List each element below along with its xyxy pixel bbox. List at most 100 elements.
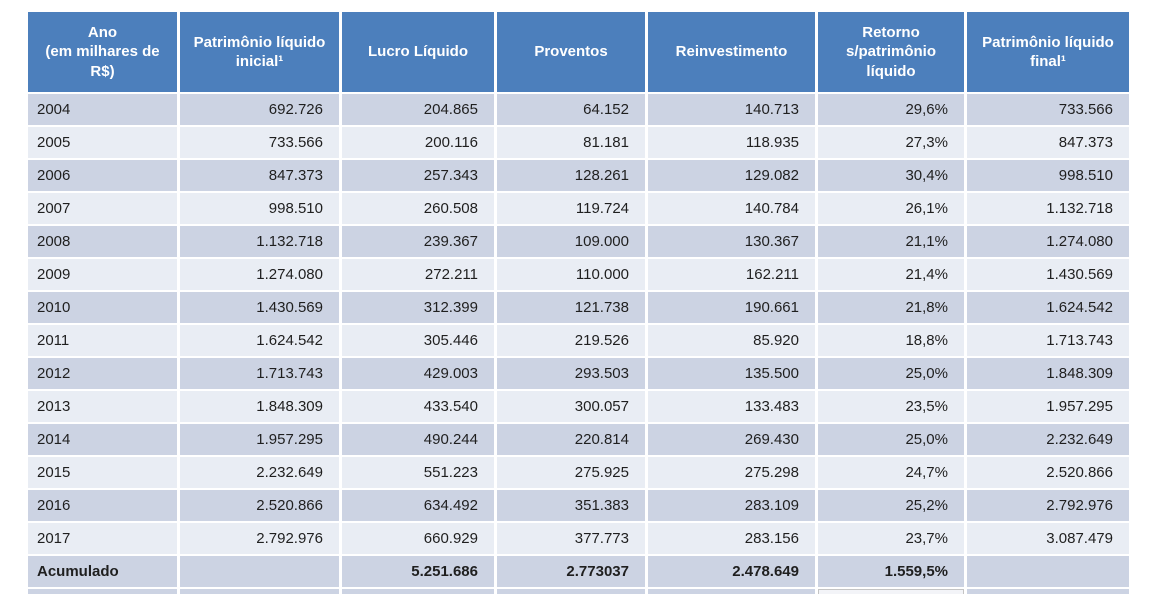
value-cell: 351.383 (497, 490, 645, 521)
row-label-cell: 2004 (28, 94, 177, 125)
cutoff-row (28, 589, 1129, 594)
table-row: 2008 1.132.718 239.367 109.000 130.367 21,1% 1… (28, 226, 1129, 257)
value-cell: 551.223 (342, 457, 494, 488)
value-cell: 21,1% (818, 226, 964, 257)
table-foot (28, 589, 1129, 594)
value-cell: 25,0% (818, 424, 964, 455)
value-cell: 377.773 (497, 523, 645, 554)
value-cell: 998.510 (967, 160, 1129, 191)
cutoff-cell (967, 589, 1129, 594)
value-cell: 1.624.542 (180, 325, 339, 356)
value-cell: 25,0% (818, 358, 964, 389)
row-label-cell: Acumulado (28, 556, 177, 587)
column-header-patrimonio-final: Patrimônio líquido final¹ (967, 12, 1129, 92)
value-cell (180, 556, 339, 587)
value-cell: 998.510 (180, 193, 339, 224)
value-cell: 293.503 (497, 358, 645, 389)
value-cell: 660.929 (342, 523, 494, 554)
value-cell: 219.526 (497, 325, 645, 356)
value-cell: 2.792.976 (180, 523, 339, 554)
cutoff-cell (497, 589, 645, 594)
value-cell: 2.520.866 (967, 457, 1129, 488)
table-row: 2007 998.510 260.508 119.724 140.784 26,1% 1.1… (28, 193, 1129, 224)
value-cell: 275.925 (497, 457, 645, 488)
value-cell: 272.211 (342, 259, 494, 290)
value-cell: 433.540 (342, 391, 494, 422)
value-cell: 220.814 (497, 424, 645, 455)
value-cell: 81.181 (497, 127, 645, 158)
value-cell: 1.274.080 (180, 259, 339, 290)
value-cell: 1.132.718 (967, 193, 1129, 224)
value-cell: 30,4% (818, 160, 964, 191)
row-label-cell: 2016 (28, 490, 177, 521)
value-cell: 1.713.743 (180, 358, 339, 389)
row-label-cell: 2012 (28, 358, 177, 389)
row-label-cell: 2007 (28, 193, 177, 224)
table-row: 2017 2.792.976 660.929 377.773 283.156 23,7% 3… (28, 523, 1129, 554)
value-cell: 1.713.743 (967, 325, 1129, 356)
value-cell: 24,7% (818, 457, 964, 488)
value-cell: 1.430.569 (180, 292, 339, 323)
value-cell: 130.367 (648, 226, 815, 257)
financial-table: Ano (em milhares de R$) Patrimônio líqui… (25, 10, 1132, 594)
value-cell: 257.343 (342, 160, 494, 191)
value-cell: 140.713 (648, 94, 815, 125)
value-cell: 1.132.718 (180, 226, 339, 257)
value-cell: 260.508 (342, 193, 494, 224)
table-row: 2012 1.713.743 429.003 293.503 135.500 25,0% 1… (28, 358, 1129, 389)
value-cell: 733.566 (180, 127, 339, 158)
value-cell: 190.661 (648, 292, 815, 323)
row-label-cell: 2009 (28, 259, 177, 290)
value-cell: 283.156 (648, 523, 815, 554)
value-cell: 2.232.649 (180, 457, 339, 488)
value-cell: 64.152 (497, 94, 645, 125)
header-row: Ano (em milhares de R$) Patrimônio líqui… (28, 12, 1129, 92)
value-cell: 133.483 (648, 391, 815, 422)
value-cell: 2.792.976 (967, 490, 1129, 521)
value-cell: 1.274.080 (967, 226, 1129, 257)
value-cell: 25,2% (818, 490, 964, 521)
value-cell: 21,8% (818, 292, 964, 323)
column-header-retorno: Retorno s/patrimônio líquido (818, 12, 964, 92)
row-label-cell: 2010 (28, 292, 177, 323)
table-row: 2006 847.373 257.343 128.261 129.082 30,4% 998… (28, 160, 1129, 191)
table-row: 2010 1.430.569 312.399 121.738 190.661 21,8% 1… (28, 292, 1129, 323)
value-cell: 300.057 (497, 391, 645, 422)
value-cell: 634.492 (342, 490, 494, 521)
value-cell: 18,8% (818, 325, 964, 356)
value-cell: 1.848.309 (967, 358, 1129, 389)
table-row: Acumulado 5.251.686 2.773037 2.478.649 1.559… (28, 556, 1129, 587)
value-cell: 129.082 (648, 160, 815, 191)
value-cell: 85.920 (648, 325, 815, 356)
table-row: 2009 1.274.080 272.211 110.000 162.211 21,4% 1… (28, 259, 1129, 290)
column-header-ano: Ano (em milhares de R$) (28, 12, 177, 92)
value-cell: 118.935 (648, 127, 815, 158)
row-label-cell: 2006 (28, 160, 177, 191)
value-cell: 283.109 (648, 490, 815, 521)
value-cell: 200.116 (342, 127, 494, 158)
value-cell: 109.000 (497, 226, 645, 257)
value-cell: 1.624.542 (967, 292, 1129, 323)
value-cell: 1.957.295 (967, 391, 1129, 422)
value-cell: 2.773037 (497, 556, 645, 587)
table-header: Ano (em milhares de R$) Patrimônio líqui… (28, 12, 1129, 92)
value-cell: 204.865 (342, 94, 494, 125)
value-cell: 2.478.649 (648, 556, 815, 587)
row-label-cell: 2013 (28, 391, 177, 422)
row-label-cell: 2005 (28, 127, 177, 158)
cutoff-cell (648, 589, 815, 594)
value-cell: 110.000 (497, 259, 645, 290)
value-cell: 239.367 (342, 226, 494, 257)
column-header-proventos: Proventos (497, 12, 645, 92)
value-cell: 21,4% (818, 259, 964, 290)
row-label-cell: 2011 (28, 325, 177, 356)
value-cell: 29,6% (818, 94, 964, 125)
value-cell: 490.244 (342, 424, 494, 455)
table-row: 2005 733.566 200.116 81.181 118.935 27,3% 847.… (28, 127, 1129, 158)
value-cell: 5.251.686 (342, 556, 494, 587)
value-cell: 692.726 (180, 94, 339, 125)
value-cell: 27,3% (818, 127, 964, 158)
cutoff-cell (818, 589, 964, 594)
row-label-cell: 2008 (28, 226, 177, 257)
